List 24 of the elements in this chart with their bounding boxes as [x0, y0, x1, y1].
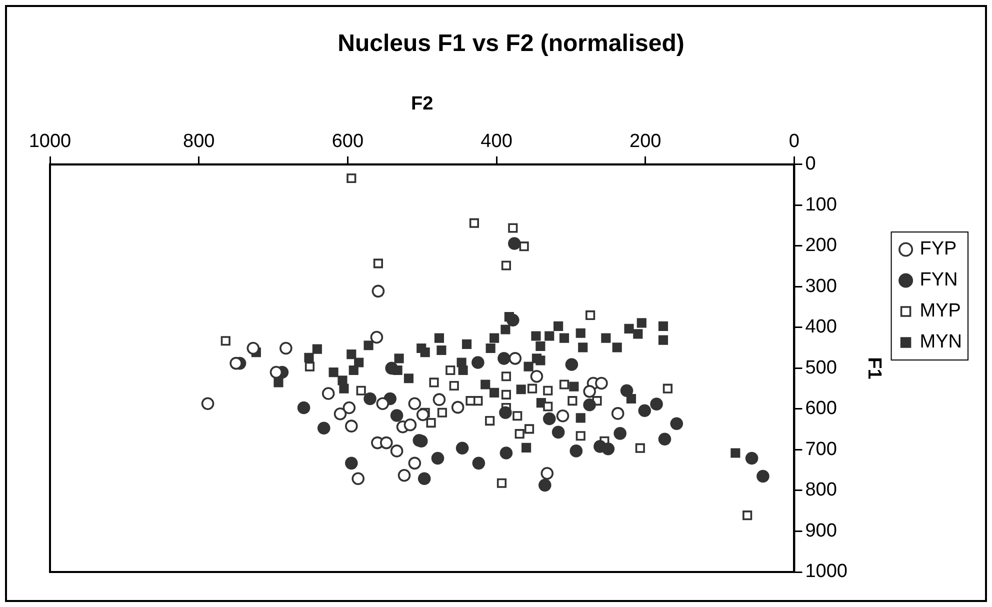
y-tick-label: 800	[805, 480, 837, 501]
x-tick-label: 1000	[28, 131, 72, 152]
y-axis-title: F1	[864, 357, 885, 380]
y-tick-label: 600	[805, 398, 837, 420]
legend-label: FYP	[920, 238, 957, 260]
x-axis-title: F2	[411, 93, 434, 114]
legend-label: MYN	[920, 332, 962, 353]
x-tick-label: 800	[182, 131, 215, 152]
legend-label: MYP	[920, 300, 961, 322]
y-tick-label: 500	[805, 357, 837, 378]
y-tick-label: 100	[805, 194, 837, 216]
y-tick-label: 0	[805, 154, 816, 175]
x-tick-label: 600	[332, 131, 364, 152]
legend-label: FYN	[920, 270, 958, 291]
y-tick-label: 400	[805, 316, 837, 338]
x-tick-label: 400	[480, 131, 512, 152]
y-tick-label: 900	[805, 520, 837, 542]
x-tick-label: 0	[788, 131, 800, 152]
y-tick-label: 700	[805, 438, 837, 460]
chart-title: Nucleus F1 vs F2 (normalised)	[338, 30, 684, 58]
y-tick-label: 300	[805, 276, 837, 297]
x-tick-label: 200	[630, 131, 662, 152]
y-tick-label: 1000	[805, 561, 848, 582]
y-tick-label: 200	[805, 235, 837, 256]
